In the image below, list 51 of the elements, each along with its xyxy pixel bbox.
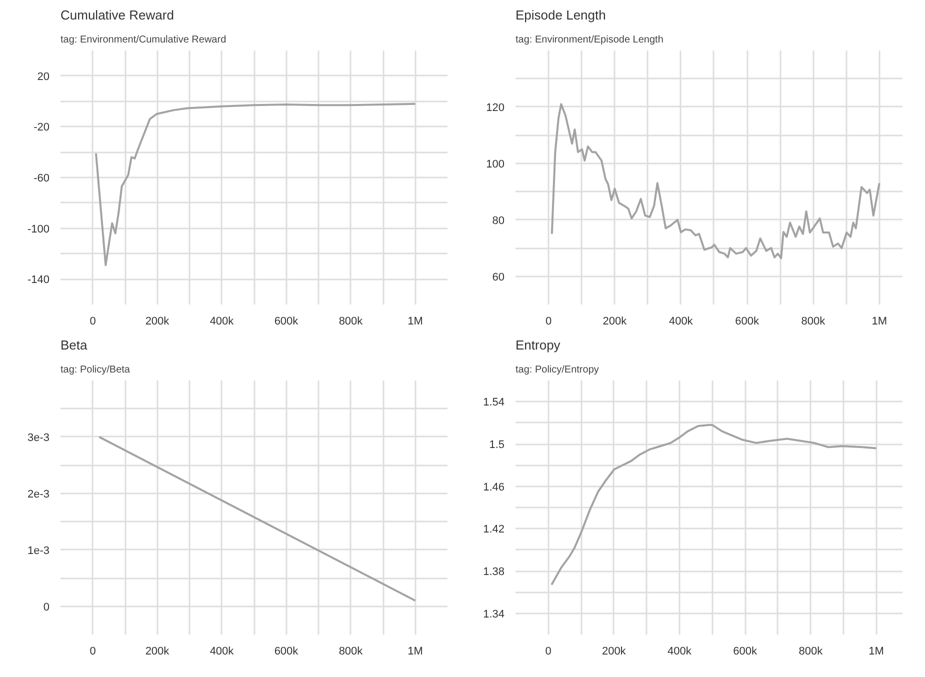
x-tick-label: 0 xyxy=(546,316,552,328)
x-tick-label: 400k xyxy=(668,646,692,658)
chart-title: Beta xyxy=(60,338,88,352)
y-tick-label: -100 xyxy=(27,223,50,236)
x-tick-label: 200k xyxy=(602,316,628,328)
y-tick-label: 1.38 xyxy=(483,566,505,578)
y-tick-label: 100 xyxy=(486,158,505,170)
x-tick-label: 0 xyxy=(90,646,96,658)
y-tick-label: 1.46 xyxy=(483,481,505,494)
y-tick-label: 1.42 xyxy=(483,524,505,536)
y-tick-label: 3e-3 xyxy=(27,432,50,444)
y-tick-label: -140 xyxy=(27,274,50,286)
x-tick-label: 800k xyxy=(338,316,364,328)
x-tick-label: 200k xyxy=(145,646,170,658)
y-tick-label: 2e-3 xyxy=(27,488,50,500)
chart-title: Cumulative Reward xyxy=(60,8,174,22)
y-tick-label: 80 xyxy=(492,214,505,227)
x-tick-label: 400k xyxy=(210,316,234,328)
y-tick-label: 120 xyxy=(486,102,505,114)
x-tick-label: 600k xyxy=(735,316,760,328)
y-tick-label: 60 xyxy=(492,271,505,284)
x-tick-label: 600k xyxy=(274,646,299,658)
chart-subtitle: tag: Policy/Entropy xyxy=(516,364,599,376)
y-tick-label: -60 xyxy=(34,172,50,184)
chart-subtitle: tag: Environment/Episode Length xyxy=(516,34,664,46)
x-tick-label: 600k xyxy=(733,646,758,658)
chart-title: Entropy xyxy=(516,338,561,352)
y-tick-label: 20 xyxy=(37,70,50,83)
x-tick-label: 1M xyxy=(408,646,423,658)
y-tick-label: 1.54 xyxy=(483,396,505,409)
chart-subtitle: tag: Policy/Beta xyxy=(60,364,130,376)
x-tick-label: 400k xyxy=(668,316,694,328)
x-tick-label: 0 xyxy=(545,646,552,658)
x-tick-label: 800k xyxy=(798,646,824,658)
x-tick-label: 200k xyxy=(145,316,170,328)
chart-subtitle: tag: Environment/Cumulative Reward xyxy=(60,34,226,46)
y-tick-label: 1.5 xyxy=(489,439,505,451)
x-tick-label: 200k xyxy=(602,646,626,658)
x-tick-label: 1M xyxy=(872,316,887,328)
x-tick-label: 800k xyxy=(801,316,826,328)
x-tick-label: 0 xyxy=(90,316,96,328)
x-tick-label: 800k xyxy=(338,646,364,658)
y-tick-label: 1.34 xyxy=(483,608,505,620)
y-tick-label: 0 xyxy=(43,601,50,614)
x-tick-label: 1M xyxy=(408,316,423,328)
x-tick-label: 1M xyxy=(868,646,884,658)
chart-title: Episode Length xyxy=(516,8,606,22)
x-tick-label: 400k xyxy=(210,646,234,658)
y-tick-label: 1e-3 xyxy=(27,544,50,557)
y-tick-label: -20 xyxy=(34,122,50,134)
x-tick-label: 600k xyxy=(274,316,299,328)
